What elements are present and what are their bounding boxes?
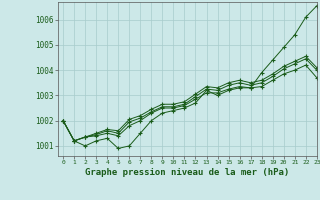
X-axis label: Graphe pression niveau de la mer (hPa): Graphe pression niveau de la mer (hPa) (85, 168, 289, 177)
